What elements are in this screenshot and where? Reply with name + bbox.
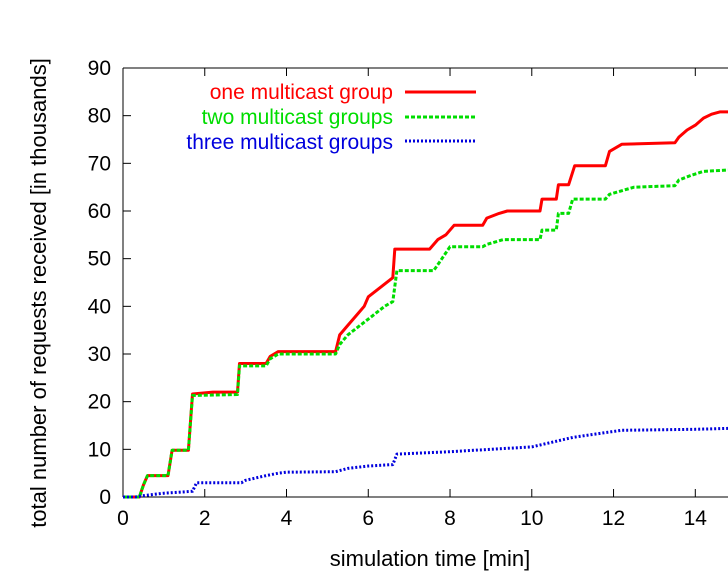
y-tick-label: 70	[88, 152, 111, 175]
y-tick-label: 50	[88, 248, 111, 271]
legend: one multicast group two multicast groups…	[186, 81, 476, 154]
x-tick-label: 12	[602, 507, 625, 530]
x-tick-label: 2	[199, 507, 211, 530]
x-tick-label: 10	[520, 507, 543, 530]
series-group	[123, 110, 728, 499]
axis-ticks: 0 10 20 30 40 50 60 70 80 90 0 2 4 6 8 10 12 14	[88, 57, 708, 530]
x-tick-label: 8	[444, 507, 456, 530]
series-line-one-group	[123, 110, 728, 499]
x-tick-label: 14	[684, 507, 708, 530]
x-axis-title: simulation time [min]	[330, 546, 531, 571]
legend-label-one-group: one multicast group	[210, 81, 393, 104]
y-axis-title: total number of requests received [in th…	[26, 58, 51, 528]
y-tick-label: 80	[88, 105, 111, 128]
y-tick-label: 30	[88, 343, 111, 366]
y-tick-label: 20	[88, 391, 111, 414]
x-tick-label: 6	[362, 507, 374, 530]
legend-label-two-groups: two multicast groups	[202, 106, 393, 129]
y-tick-label: 90	[88, 57, 111, 80]
y-tick-label: 60	[88, 200, 111, 223]
series-line-two-groups	[123, 168, 728, 499]
y-tick-label: 0	[99, 486, 111, 509]
plot-frame	[122, 67, 728, 498]
x-tick-label: 4	[281, 507, 293, 530]
y-tick-label: 40	[88, 295, 111, 318]
series-line-three-groups	[123, 426, 728, 499]
x-tick-label: 0	[117, 507, 129, 530]
legend-label-three-groups: three multicast groups	[186, 131, 393, 154]
y-tick-label: 10	[88, 438, 111, 461]
